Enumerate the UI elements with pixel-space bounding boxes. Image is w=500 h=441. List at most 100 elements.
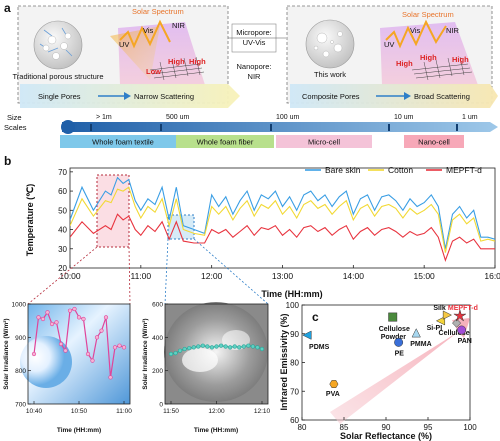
panel-c-ytick-label: 70 — [290, 387, 299, 396]
flow-narrow-scattering: Narrow Scattering — [134, 92, 194, 101]
inset-data-point — [250, 344, 255, 349]
panel-b-axes — [69, 167, 496, 269]
inset-data-point — [36, 315, 41, 320]
left-spectrum-wave-icon — [119, 19, 171, 49]
panel-c-ylabel: Infrared Emissivity (%) — [279, 313, 289, 410]
micropore-label: Micropore: — [236, 28, 271, 37]
inset-ytick-label: 800 — [15, 368, 26, 375]
scale-box — [176, 135, 274, 148]
panel-b-ylabel: Temperature (℃) — [25, 184, 35, 256]
point-marker-triangle-left — [435, 316, 446, 326]
panel-c-ytick-label: 90 — [290, 330, 299, 339]
left-mesh-icon — [149, 56, 205, 81]
panel-b-ytick-label: 60 — [58, 187, 67, 196]
right-inset-xlabel: Time (HH:mm) — [194, 427, 238, 434]
inset-data-point — [228, 345, 233, 350]
scale-box-label: Micro-cell — [308, 138, 340, 147]
point-marker-triangle-right — [442, 310, 453, 320]
point-label: PVA — [326, 391, 340, 398]
point-label: PMMA — [410, 341, 431, 348]
panel-b-xtick-label: 11:00 — [131, 271, 152, 281]
left-band-vis: Vis — [143, 26, 154, 35]
inset-data-point — [246, 343, 251, 348]
panel-b-series — [70, 176, 495, 263]
inset-data-point — [31, 351, 37, 357]
right-band-vis: Vis — [410, 26, 421, 35]
left-inset-y-ticks: 700 800 900 1000 — [12, 302, 31, 409]
panel-b-legend: Bare skin Cotton MEPFT-d — [305, 165, 482, 175]
left-inset-xlabel: Time (HH:mm) — [57, 427, 101, 434]
scale-tick-label: > 1m — [96, 114, 112, 121]
scale-box-label: Whole foam textile — [92, 138, 154, 147]
panel-b-series-line — [70, 176, 495, 249]
flow-broad-scattering: Broad Scattering — [414, 92, 470, 101]
panel-c-xtick-label: 100 — [463, 423, 477, 432]
inset-ytick-label: 200 — [152, 368, 163, 375]
inset-data-point — [200, 343, 205, 348]
point-marker-circle — [457, 325, 467, 335]
panel-b-ytick-label: 40 — [58, 226, 67, 235]
flow-composite-pores: Composite Pores — [302, 92, 360, 101]
scale-ticks: > 1m 500 um 100 um 10 um 1 um — [90, 114, 478, 131]
sun-icon — [20, 336, 72, 388]
nanopore-label: Nanopore: — [236, 62, 271, 71]
panel-b-ytick-label: 50 — [58, 206, 67, 215]
right-band-nir: NIR — [446, 26, 460, 35]
panel-c-x-ticks: 80 85 90 95 100 — [298, 417, 477, 432]
scale-box-label: Nano-cell — [418, 138, 450, 147]
panel-b-ytick-label: 70 — [58, 168, 67, 177]
flow-single-pores: Single Pores — [38, 92, 81, 101]
panel-a-label: a — [4, 1, 11, 15]
trend-arrow — [330, 318, 470, 424]
scale-box-label: Whole foam fiber — [197, 138, 254, 147]
inset-data-point — [90, 358, 95, 363]
inset-data-point — [103, 315, 109, 320]
inset-data-point — [112, 345, 118, 350]
inset-data-point — [232, 344, 237, 349]
scale-tick-mark — [160, 124, 162, 131]
panel-b-legend-label: Cotton — [388, 165, 413, 175]
scale-tick-label: 1 um — [462, 114, 478, 121]
panel-c-xtick-label: 80 — [298, 423, 307, 432]
left-inset-series — [31, 306, 127, 380]
left-level-nir: High — [189, 57, 206, 66]
inset-data-point — [54, 320, 59, 325]
right-spectrum-wave-icon — [385, 19, 447, 49]
left-inset-x-ticks: 10:40 10:50 11:00 — [26, 401, 132, 415]
point-marker-triangle — [411, 328, 421, 338]
scale-tick-mark — [388, 124, 390, 131]
inset-data-point — [196, 344, 201, 349]
right-inset: 0 200 400 600 11:50 12:00 12:10 Solar Irradia… — [142, 302, 271, 435]
inset-data-point — [99, 328, 104, 333]
panel-b-label: b — [4, 154, 11, 168]
panel-b-ytick-label: 20 — [58, 264, 67, 273]
inset-data-point — [58, 341, 64, 347]
right-level-nir: High — [452, 55, 469, 64]
inset-xtick-label: 11:50 — [163, 408, 179, 415]
composite-pore-icons — [313, 31, 343, 58]
left-inset: 700 800 900 1000 10:40 10:50 11:00 Solar Irra… — [3, 302, 132, 435]
panel-c-xtick-label: 90 — [382, 423, 391, 432]
right-band-uv: UV — [384, 40, 394, 49]
inset-xtick-label: 11:00 — [116, 408, 132, 415]
nanopore-sub: NIR — [248, 72, 262, 81]
point-marker-hexagon — [329, 380, 339, 388]
panel-b-legend-label: Bare skin — [325, 165, 361, 175]
inset-data-point — [94, 335, 100, 340]
right-level-uv: High — [396, 59, 413, 68]
left-inset-ylabel: Solar Irradiance (W/m²) — [3, 318, 10, 389]
right-inset-ylabel: Solar Irradiance (W/m²) — [142, 318, 149, 389]
panel-b-series-line — [70, 213, 495, 263]
right-mesh-icon — [411, 56, 473, 81]
point-marker-diamond — [452, 318, 462, 328]
point-label: Si-PI — [427, 325, 443, 332]
traditional-caption: Traditional porous structure — [12, 72, 103, 81]
scale-start-icon — [61, 120, 75, 134]
traditional-sphere-icon — [33, 20, 83, 70]
panel-c-xlabel: Solar Reflectance (%) — [340, 431, 432, 441]
inset-data-point — [223, 344, 228, 349]
point-marker-circle — [394, 337, 404, 347]
inset-data-point — [40, 316, 46, 322]
flow-arrow-2-icon — [404, 92, 411, 100]
